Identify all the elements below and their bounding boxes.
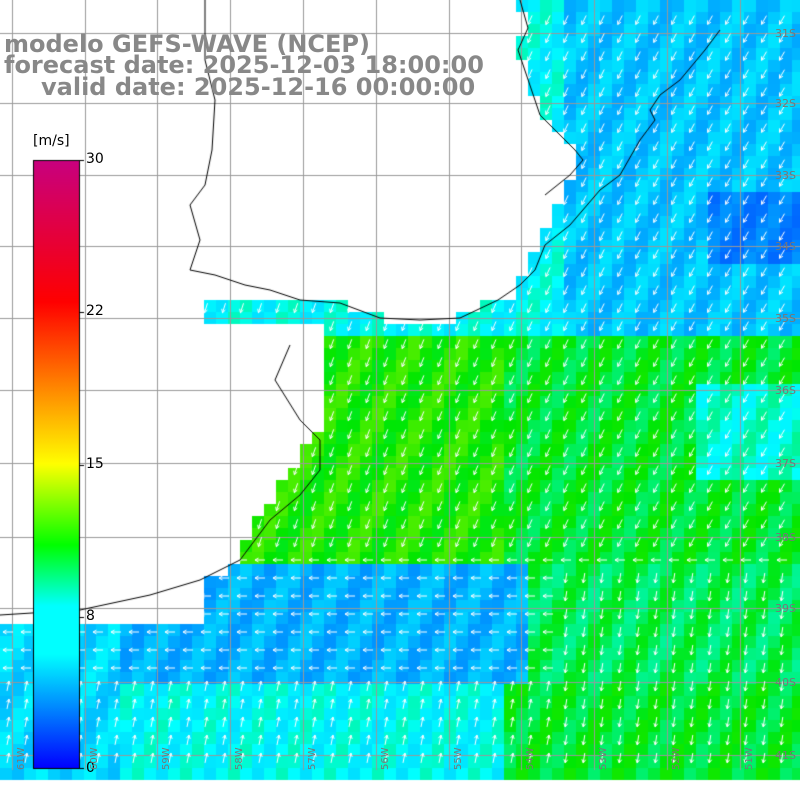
- latitude-label: 38S: [775, 531, 796, 544]
- longitude-label: 59W: [161, 747, 172, 770]
- latitude-label: 32S: [775, 97, 796, 110]
- longitude-label: 56W: [380, 747, 391, 770]
- latitude-label: 39S: [775, 602, 796, 615]
- longitude-label: 58W: [234, 747, 245, 770]
- longitude-label: 52W: [671, 747, 682, 770]
- latitude-label: 37S: [775, 457, 796, 470]
- model-title: modelo GEFS-WAVE (NCEP): [4, 30, 370, 58]
- latitude-label: 33S: [775, 169, 796, 182]
- latitude-label: 41S: [775, 749, 796, 762]
- longitude-label: 51W: [744, 747, 755, 770]
- colorbar-tick-8: 8: [86, 608, 95, 624]
- colorbar-tick-0: 0: [86, 760, 95, 776]
- latitude-label: 35S: [775, 312, 796, 325]
- longitude-label: 60W: [89, 747, 100, 770]
- latitude-label: 31S: [775, 27, 796, 40]
- colorbar-tick-30: 30: [86, 151, 104, 167]
- longitude-label: 61W: [16, 747, 27, 770]
- colorbar-unit-label: [m/s]: [33, 133, 70, 149]
- latitude-label: 34S: [775, 240, 796, 253]
- colorbar-tick-22: 22: [86, 303, 104, 319]
- longitude-label: 54W: [525, 747, 536, 770]
- valid-date: valid date: 2025-12-16 00:00:00: [41, 73, 476, 101]
- longitude-label: 53W: [598, 747, 609, 770]
- forecast-date: forecast date: 2025-12-03 18:00:00: [4, 51, 484, 79]
- longitude-label: 55W: [453, 747, 464, 770]
- colorbar-tick-15: 15: [86, 456, 104, 472]
- latitude-label: 36S: [775, 384, 796, 397]
- latitude-label: 40S: [775, 676, 796, 689]
- longitude-label: 57W: [307, 747, 318, 770]
